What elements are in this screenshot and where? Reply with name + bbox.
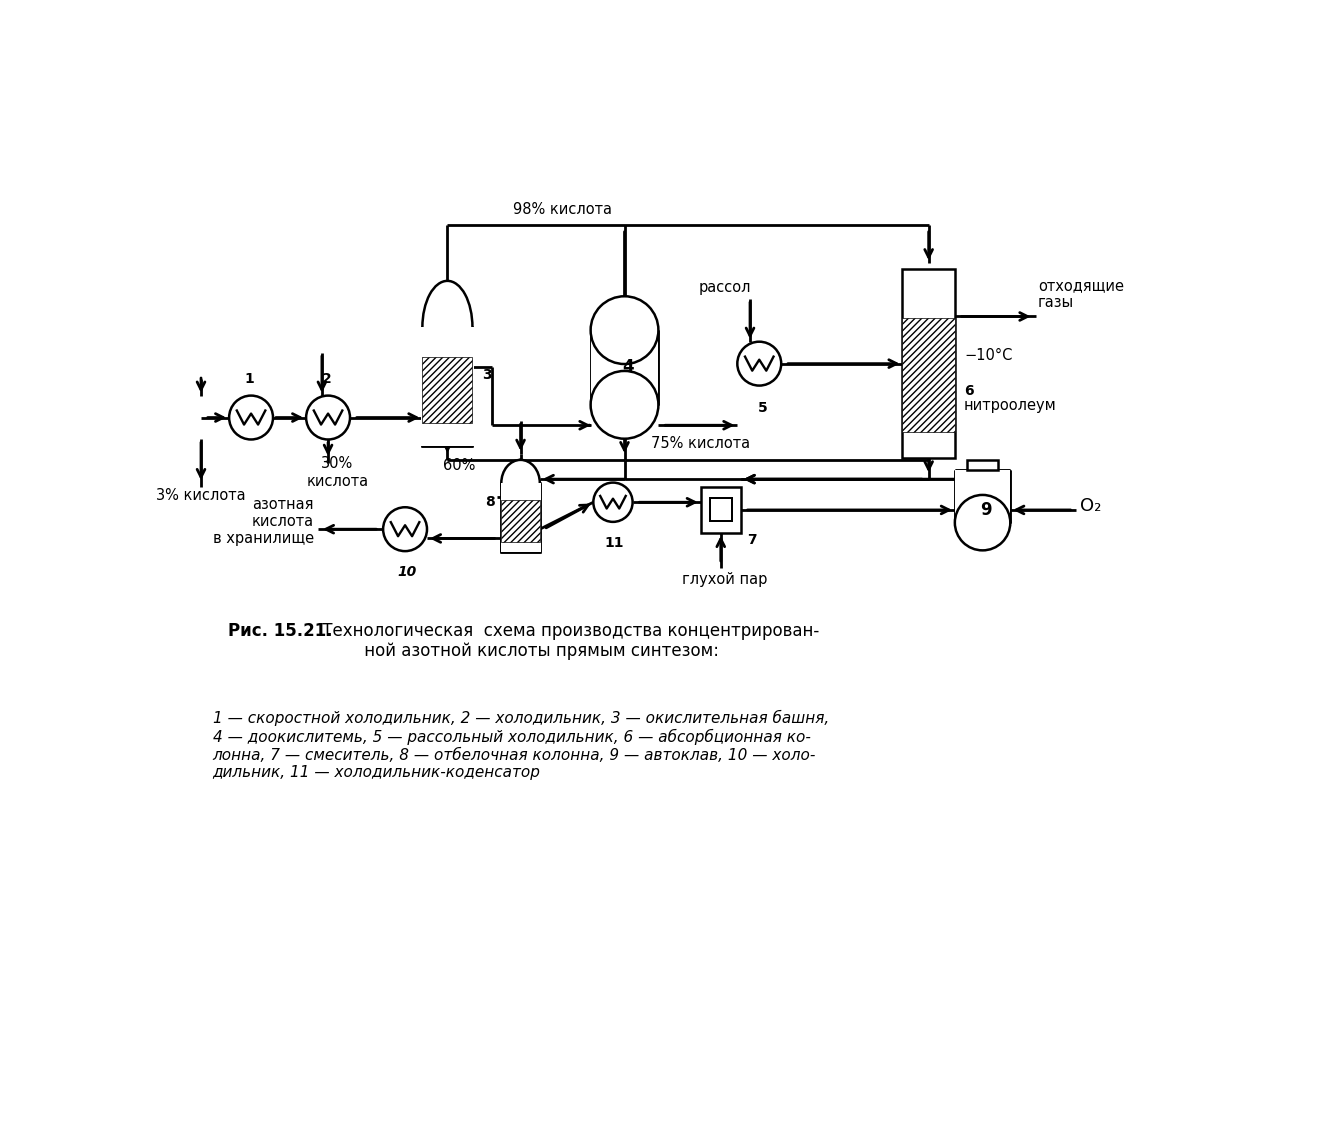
- Ellipse shape: [590, 296, 658, 364]
- Bar: [710, 499, 732, 521]
- Circle shape: [593, 483, 633, 521]
- Ellipse shape: [422, 280, 473, 373]
- Bar: [421, 327, 474, 447]
- Ellipse shape: [590, 371, 658, 439]
- Circle shape: [230, 396, 274, 440]
- Bar: [902, 318, 955, 432]
- Text: нитроолеум: нитроолеум: [964, 398, 1057, 414]
- Circle shape: [737, 342, 781, 386]
- Bar: [501, 483, 541, 552]
- Bar: [968, 460, 997, 469]
- Text: О₂: О₂: [1080, 498, 1101, 515]
- Bar: [955, 469, 1011, 523]
- Text: 60%: 60%: [443, 458, 475, 473]
- Bar: [590, 330, 658, 405]
- Text: 3% кислота: 3% кислота: [156, 489, 246, 503]
- Bar: [701, 486, 741, 533]
- Text: −10°С: −10°С: [964, 348, 1012, 363]
- Text: 10: 10: [396, 566, 417, 579]
- Ellipse shape: [502, 460, 539, 506]
- Text: 75% кислота: 75% кислота: [651, 435, 750, 450]
- Text: 1: 1: [244, 372, 255, 387]
- Text: глухой пар: глухой пар: [682, 571, 768, 587]
- Bar: [902, 269, 955, 458]
- Text: 30%
кислота: 30% кислота: [306, 457, 368, 489]
- Text: 1 — скоростной холодильник, 2 — холодильник, 3 — окислительная башня,
4 — доокис: 1 — скоростной холодильник, 2 — холодиль…: [212, 710, 829, 780]
- Bar: [422, 327, 473, 447]
- Bar: [422, 357, 473, 423]
- Text: 5: 5: [758, 402, 768, 415]
- Text: отходящие
газы: отходящие газы: [1039, 278, 1124, 310]
- Circle shape: [383, 507, 427, 551]
- Text: 9: 9: [981, 501, 992, 519]
- Text: 98% кислота: 98% кислота: [514, 202, 613, 217]
- Text: 6: 6: [964, 383, 973, 398]
- Text: 11: 11: [605, 536, 625, 550]
- Bar: [502, 483, 539, 552]
- Text: 3: 3: [482, 369, 491, 382]
- Text: Рис. 15.21.: Рис. 15.21.: [228, 622, 332, 640]
- Text: Технологическая  схема производства концентрирован-
         ной азотной кислоты: Технологическая схема производства конце…: [316, 622, 818, 661]
- Text: азотная
кислота
в хранилище: азотная кислота в хранилище: [212, 497, 314, 546]
- Circle shape: [306, 396, 350, 440]
- Text: 2: 2: [322, 372, 331, 387]
- Ellipse shape: [955, 495, 1011, 551]
- Text: рассол: рассол: [698, 280, 750, 295]
- Bar: [502, 500, 539, 542]
- Text: 4: 4: [622, 359, 634, 377]
- Text: 8: 8: [486, 495, 495, 509]
- Text: 7: 7: [748, 533, 757, 547]
